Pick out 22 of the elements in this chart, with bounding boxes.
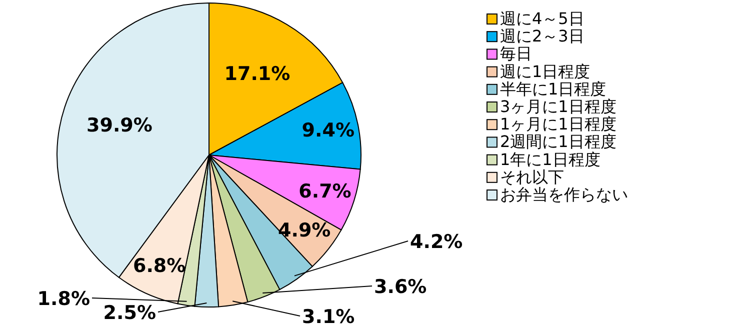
data-label: 17.1% (224, 63, 290, 86)
data-label: 6.8% (132, 254, 186, 277)
legend-label: 週に1日程度 (500, 62, 590, 81)
legend-label: 1ヶ月に1日程度 (500, 114, 616, 134)
legend-label: それ以下 (500, 167, 564, 186)
legend-label: 毎日 (500, 44, 532, 64)
data-label: 4.9% (278, 219, 331, 242)
legend-label: 3ヶ月に1日程度 (500, 97, 616, 116)
legend-label: 2週間に1日程度 (500, 132, 616, 152)
data-label: 2.5% (103, 302, 156, 324)
legend-label: 週に2～3日 (500, 26, 584, 46)
data-label: 4.2% (410, 231, 463, 253)
legend-label: 1年に1日程度 (500, 150, 600, 169)
data-label: 39.9% (86, 114, 152, 137)
legend-label: 週に4～5日 (500, 9, 584, 28)
legend-label: お弁当を作らない (500, 185, 628, 204)
data-label: 3.1% (302, 306, 355, 328)
data-label: 3.6% (374, 276, 427, 298)
data-label: 1.8% (37, 288, 90, 310)
legend-label: 半年に1日程度 (500, 79, 606, 98)
data-label: 9.4% (302, 120, 354, 142)
data-label: 6.7% (298, 180, 352, 202)
